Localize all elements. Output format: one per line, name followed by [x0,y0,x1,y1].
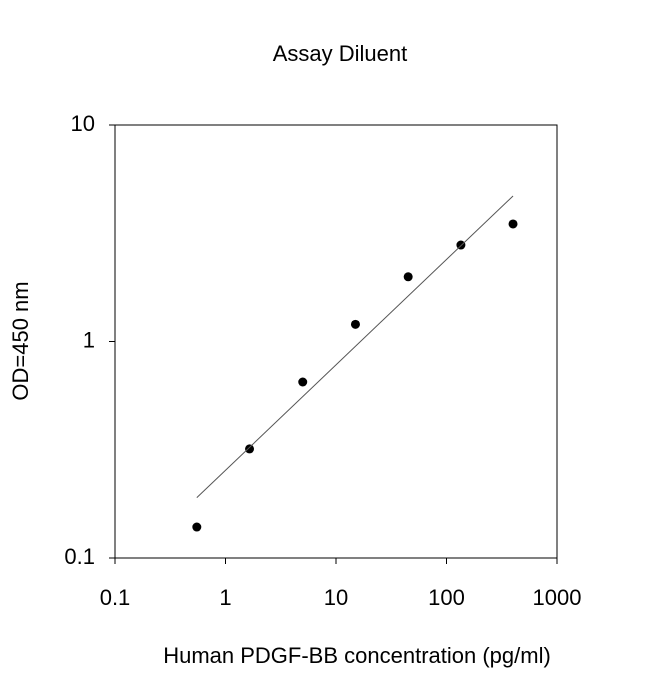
fit-line [196,195,514,499]
y-tick-label: 0.1 [64,544,95,569]
data-point [245,444,255,454]
data-point [298,377,308,387]
data-point [508,219,518,229]
data-point [403,272,413,282]
y-tick-label: 1 [83,327,95,352]
x-tick-label: 1000 [533,585,582,610]
plot-frame [114,124,558,559]
chart-title: Assay Diluent [273,41,408,66]
y-tick-label: 10 [71,111,95,136]
x-axis-title: Human PDGF-BB concentration (pg/ml) [163,643,551,668]
data-point [192,522,202,532]
x-tick-label: 1 [219,585,231,610]
x-tick-label: 0.1 [100,585,131,610]
data-point [350,319,360,329]
x-tick-label: 100 [428,585,465,610]
x-tick-label: 10 [324,585,348,610]
y-axis-title: OD=450 nm [8,281,33,400]
